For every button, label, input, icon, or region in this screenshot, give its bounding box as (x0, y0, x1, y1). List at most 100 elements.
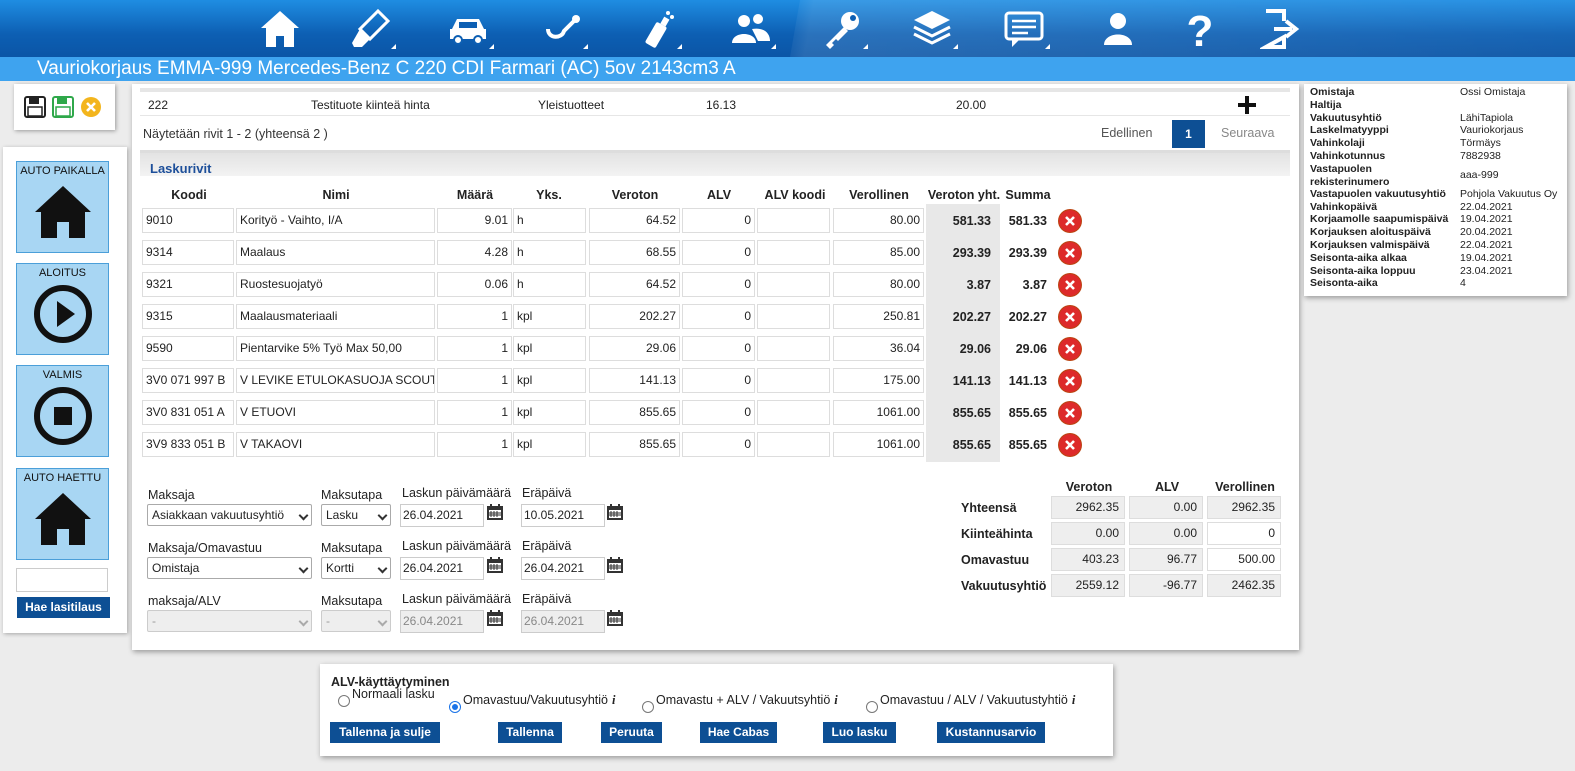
payer-select[interactable]: - (147, 610, 312, 632)
nav-user-button[interactable] (1086, 5, 1150, 53)
due-date-input[interactable]: 26.04.2021 (521, 610, 605, 633)
row-alv-koodi-input[interactable] (757, 240, 830, 265)
nav-car-button[interactable] (436, 5, 500, 53)
nav-layers-button[interactable] (900, 5, 964, 53)
row-veroton-input[interactable]: 855.65 (589, 432, 680, 457)
auto-haettu-button[interactable]: AUTO HAETTU (16, 468, 109, 560)
row-alv-input[interactable]: 0 (682, 400, 755, 425)
lasitilaus-input[interactable] (16, 568, 108, 592)
alv-option-radio[interactable] (866, 701, 878, 713)
nav-key-button[interactable] (810, 5, 874, 53)
cancel-icon[interactable] (79, 95, 103, 119)
row-yks-input[interactable]: kpl (513, 432, 586, 457)
info-icon[interactable]: i (611, 693, 616, 707)
invoice-date-input[interactable]: 26.04.2021 (400, 557, 484, 580)
calendar-icon[interactable] (486, 556, 504, 574)
alv-option-label[interactable]: Omavastuu / ALV / Vakuutustyhtiö i (880, 693, 1075, 708)
info-icon[interactable]: i (834, 693, 838, 707)
row-maara-input[interactable]: 1 (437, 400, 512, 425)
row-alv-input[interactable]: 0 (682, 208, 755, 233)
row-veroton-input[interactable]: 141.13 (589, 368, 680, 393)
payment-method-select[interactable]: Lasku (321, 504, 391, 526)
nav-paint-brush-button[interactable] (338, 5, 402, 53)
row-nimi-input[interactable]: Ruostesuojatyö (236, 272, 435, 297)
row-alv-koodi-input[interactable] (757, 272, 830, 297)
row-maara-input[interactable]: 1 (437, 368, 512, 393)
row-veroton-input[interactable]: 29.06 (589, 336, 680, 361)
nav-users-button[interactable] (718, 5, 782, 53)
row-koodi-input[interactable]: 9590 (142, 336, 234, 361)
row-maara-input[interactable]: 9.01 (437, 208, 512, 233)
row-veroton-input[interactable]: 64.52 (589, 272, 680, 297)
row-koodi-input[interactable]: 3V9 833 051 B (142, 432, 234, 457)
row-verollinen-input[interactable]: 85.00 (833, 240, 924, 265)
row-yks-input[interactable]: kpl (513, 400, 586, 425)
payment-method-select[interactable]: Kortti (321, 557, 391, 579)
invoice-date-input[interactable]: 26.04.2021 (400, 504, 484, 527)
row-koodi-input[interactable]: 3V0 071 997 B (142, 368, 234, 393)
alv-option-radio[interactable] (642, 701, 654, 713)
delete-row-icon[interactable] (1059, 370, 1081, 392)
row-alv-koodi-input[interactable] (757, 208, 830, 233)
row-alv-koodi-input[interactable] (757, 432, 830, 457)
row-veroton-input[interactable]: 68.55 (589, 240, 680, 265)
delete-row-icon[interactable] (1059, 274, 1081, 296)
product-row[interactable]: 222 Testituote kiinteä hinta Yleistuotte… (140, 88, 1290, 116)
row-alv-input[interactable]: 0 (682, 368, 755, 393)
row-yks-input[interactable]: kpl (513, 368, 586, 393)
row-alv-koodi-input[interactable] (757, 368, 830, 393)
alv-option-label[interactable]: Omavastuu/Vakuutusyhtiö i (463, 693, 615, 708)
invoice-date-input[interactable]: 26.04.2021 (400, 610, 484, 633)
row-maara-input[interactable]: 4.28 (437, 240, 512, 265)
payment-method-select[interactable]: - (321, 610, 391, 632)
row-verollinen-input[interactable]: 1061.00 (833, 432, 924, 457)
calendar-icon[interactable] (486, 503, 504, 521)
row-alv-input[interactable]: 0 (682, 304, 755, 329)
row-alv-input[interactable]: 0 (682, 336, 755, 361)
due-date-input[interactable]: 26.04.2021 (521, 557, 605, 580)
nav-chat-button[interactable] (992, 5, 1056, 53)
calendar-icon[interactable] (606, 503, 624, 521)
row-alv-input[interactable]: 0 (682, 272, 755, 297)
row-maara-input[interactable]: 1 (437, 304, 512, 329)
delete-row-icon[interactable] (1059, 306, 1081, 328)
hae-cabas-button[interactable]: Hae Cabas (700, 722, 777, 743)
row-verollinen-input[interactable]: 80.00 (833, 208, 924, 233)
delete-row-icon[interactable] (1059, 338, 1081, 360)
row-alv-koodi-input[interactable] (757, 400, 830, 425)
summary-verollinen-value[interactable]: 0 (1207, 522, 1281, 545)
delete-row-icon[interactable] (1059, 434, 1081, 456)
payer-select[interactable]: Asiakkaan vakuutusyhtiö (147, 504, 312, 526)
row-koodi-input[interactable]: 9315 (142, 304, 234, 329)
delete-row-icon[interactable] (1059, 242, 1081, 264)
row-nimi-input[interactable]: Maalausmateriaali (236, 304, 435, 329)
row-koodi-input[interactable]: 3V0 831 051 A (142, 400, 234, 425)
row-veroton-input[interactable]: 202.27 (589, 304, 680, 329)
previous-page-link[interactable]: Edellinen (1101, 126, 1153, 140)
row-koodi-input[interactable]: 9314 (142, 240, 234, 265)
row-yks-input[interactable]: kpl (513, 336, 586, 361)
nav-help-button[interactable]: ? (1168, 5, 1232, 53)
calendar-icon[interactable] (486, 609, 504, 627)
delete-row-icon[interactable] (1059, 402, 1081, 424)
row-veroton-input[interactable]: 64.52 (589, 208, 680, 233)
row-nimi-input[interactable]: Pientarvike 5% Työ Max 50,00 (236, 336, 435, 361)
row-alv-input[interactable]: 0 (682, 432, 755, 457)
delete-row-icon[interactable] (1059, 210, 1081, 232)
nav-home-button[interactable] (248, 5, 312, 53)
row-yks-input[interactable]: h (513, 208, 586, 233)
row-nimi-input[interactable]: V LEVIKE ETULOKASUOJA SCOUT (236, 368, 435, 393)
summary-verollinen-value[interactable]: 500.00 (1207, 548, 1281, 571)
save-close-icon[interactable] (51, 95, 75, 119)
due-date-input[interactable]: 10.05.2021 (521, 504, 605, 527)
current-page-button[interactable]: 1 (1172, 120, 1205, 148)
save-button[interactable]: Tallenna (498, 722, 562, 743)
aloitus-button[interactable]: ALOITUS (16, 263, 109, 355)
row-yks-input[interactable]: h (513, 272, 586, 297)
row-maara-input[interactable]: 1 (437, 432, 512, 457)
cancel-button[interactable]: Peruuta (601, 722, 662, 743)
add-product-icon[interactable] (1237, 95, 1257, 118)
row-alv-koodi-input[interactable] (757, 304, 830, 329)
cost-estimate-button[interactable]: Kustannusarvio (937, 722, 1045, 743)
hae-lasitilaus-button[interactable]: Hae lasitilaus (17, 597, 110, 618)
